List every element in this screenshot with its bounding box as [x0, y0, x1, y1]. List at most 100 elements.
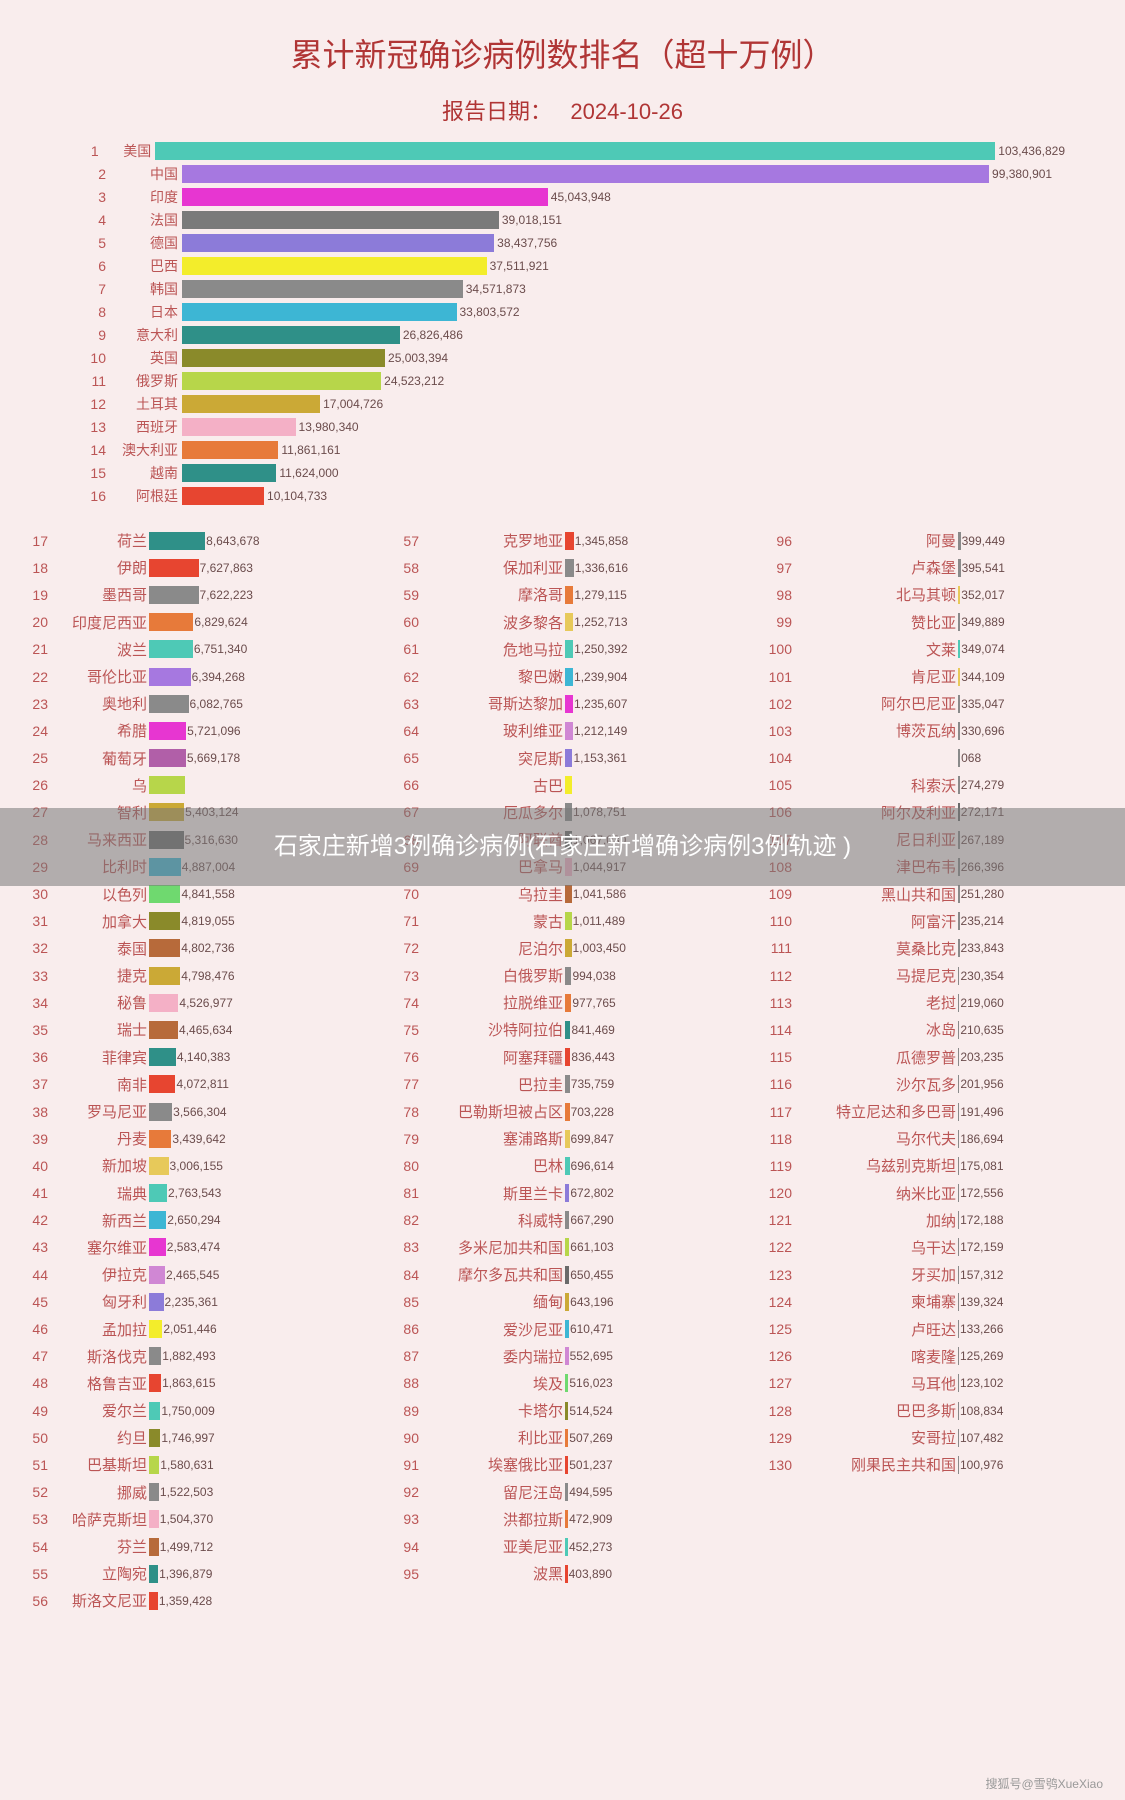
bar [958, 1211, 959, 1229]
rank: 46 [20, 1321, 54, 1337]
row-127: 127 马耳他 123,102 [746, 1370, 1105, 1397]
country-name: 塞尔维亚 [54, 1237, 149, 1258]
value-label: 1,252,713 [574, 615, 627, 629]
country-name: 加纳 [798, 1210, 958, 1231]
top-row-15: 15 越南 11,624,000 [80, 462, 1065, 484]
country-name: 委内瑞拉 [425, 1346, 565, 1367]
bar [149, 1347, 161, 1365]
row-35: 35 瑞士 4,465,634 [20, 1016, 379, 1043]
rank: 3 [80, 189, 110, 205]
rank: 102 [746, 696, 798, 712]
rank: 21 [20, 641, 54, 657]
row-39: 39 丹麦 3,439,642 [20, 1125, 379, 1152]
row-60: 60 波多黎各 1,252,713 [383, 609, 742, 636]
row-65: 65 突尼斯 1,153,361 [383, 745, 742, 772]
country-name: 以色列 [54, 884, 149, 905]
country-name: 法国 [110, 210, 182, 230]
bar [565, 1374, 568, 1392]
country-name: 伊拉克 [54, 1264, 149, 1285]
country-name: 英国 [110, 348, 182, 368]
top-row-1: 1 美国 103,436,829 [80, 140, 1065, 162]
country-name: 泰国 [54, 938, 149, 959]
value-label: 399,449 [962, 534, 1005, 548]
bar [958, 1374, 959, 1392]
country-name: 斯洛文尼亚 [54, 1590, 149, 1611]
rank: 72 [383, 940, 425, 956]
top-row-9: 9 意大利 26,826,486 [80, 324, 1065, 346]
row-76: 76 阿塞拜疆 836,443 [383, 1044, 742, 1071]
top-chart: 1 美国 103,436,8292 中国 99,380,9013 印度 45,0… [80, 140, 1065, 507]
row-63: 63 哥斯达黎加 1,235,607 [383, 690, 742, 717]
bar [182, 418, 296, 436]
bar [958, 586, 960, 604]
row-117: 117 特立尼达和多巴哥 191,496 [746, 1098, 1105, 1125]
top-row-2: 2 中国 99,380,901 [80, 163, 1065, 185]
country-name: 沙尔瓦多 [798, 1074, 958, 1095]
value-label: 667,290 [570, 1213, 613, 1227]
rank: 74 [383, 995, 425, 1011]
rank: 98 [746, 587, 798, 603]
value-label: 2,763,543 [168, 1186, 221, 1200]
value-label: 1,235,607 [574, 697, 627, 711]
value-label: 6,751,340 [194, 642, 247, 656]
value-label: 472,909 [569, 1512, 612, 1526]
country-name: 牙买加 [798, 1264, 958, 1285]
row-61: 61 危地马拉 1,250,392 [383, 636, 742, 663]
value-label: 735,759 [571, 1077, 614, 1091]
rank: 19 [20, 587, 54, 603]
rank: 78 [383, 1104, 425, 1120]
country-name: 波兰 [54, 639, 149, 660]
value-label: 7,622,223 [200, 588, 253, 602]
bar [958, 1402, 959, 1420]
row-17: 17 荷兰 8,643,678 [20, 527, 379, 554]
row-92: 92 留尼汪岛 494,595 [383, 1479, 742, 1506]
country-name: 波多黎各 [425, 612, 565, 633]
row-23: 23 奥地利 6,082,765 [20, 690, 379, 717]
bar-wrap: 33,803,572 [182, 303, 1065, 321]
bar [149, 586, 199, 604]
row-103: 103 博茨瓦纳 330,696 [746, 717, 1105, 744]
bar [182, 395, 320, 413]
country-name: 意大利 [110, 325, 182, 345]
country-name: 哥斯达黎加 [425, 693, 565, 714]
row-115: 115 瓜德罗普 203,235 [746, 1044, 1105, 1071]
rank: 92 [383, 1484, 425, 1500]
rank: 41 [20, 1185, 54, 1201]
country-name: 西班牙 [110, 417, 182, 437]
value-label: 1,041,586 [573, 887, 626, 901]
bar-wrap: 34,571,873 [182, 280, 1065, 298]
country-name: 沙特阿拉伯 [425, 1019, 565, 1040]
value-label: 4,798,476 [181, 969, 234, 983]
country-name: 喀麦隆 [798, 1346, 958, 1367]
overlay-banner: 石家庄新增3例确诊病例(石家庄新增确诊病例3例轨迹 ) [0, 808, 1125, 886]
row-113: 113 老挝 219,060 [746, 989, 1105, 1016]
bar [149, 1592, 158, 1610]
bar [182, 326, 400, 344]
country-name: 新西兰 [54, 1210, 149, 1231]
value-label: 2,583,474 [167, 1240, 220, 1254]
row-89: 89 卡塔尔 514,524 [383, 1397, 742, 1424]
value-label: 6,082,765 [190, 697, 243, 711]
country-name: 巴勒斯坦被占区 [425, 1101, 565, 1122]
top-row-11: 11 俄罗斯 24,523,212 [80, 370, 1065, 392]
value-label: 494,595 [569, 1485, 612, 1499]
value-label: 395,541 [962, 561, 1005, 575]
country-name: 保加利亚 [425, 557, 565, 578]
row-55: 55 立陶宛 1,396,879 [20, 1560, 379, 1587]
bar [149, 885, 180, 903]
bar [565, 1157, 570, 1175]
rank: 39 [20, 1131, 54, 1147]
bar [149, 1238, 166, 1256]
country-name: 捷克 [54, 965, 149, 986]
rank: 71 [383, 913, 425, 929]
top-row-7: 7 韩国 34,571,873 [80, 278, 1065, 300]
rank: 1 [80, 143, 103, 159]
bar [565, 640, 573, 658]
bar [565, 967, 571, 985]
row-128: 128 巴巴多斯 108,834 [746, 1397, 1105, 1424]
rank: 37 [20, 1076, 54, 1092]
country-name: 突尼斯 [425, 748, 565, 769]
bar [182, 487, 264, 505]
rank: 126 [746, 1348, 798, 1364]
row-95: 95 波黑 403,890 [383, 1560, 742, 1587]
